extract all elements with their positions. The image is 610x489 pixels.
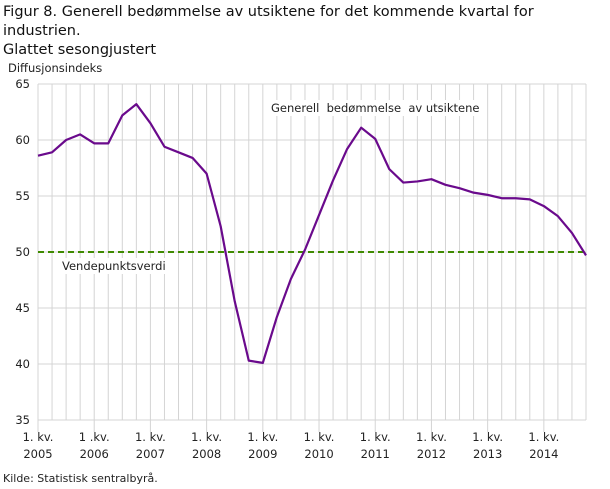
series-line — [37, 103, 587, 364]
x-tick-label: 1. kv. — [472, 430, 503, 444]
x-tick-year: 2008 — [192, 447, 221, 461]
x-tick-label: 1. kv. — [360, 430, 391, 444]
x-tick-year: 2006 — [80, 447, 109, 461]
x-tick-year: 2013 — [473, 447, 502, 461]
series-label-background — [268, 100, 483, 116]
x-tick-label: 1. kv. — [135, 430, 166, 444]
x-tick-year: 2011 — [361, 447, 390, 461]
chart-title-line1: Figur 8. Generell bedømmelse av utsikten… — [3, 4, 534, 39]
x-tick-label: 1. kv. — [247, 430, 278, 444]
x-tick-year: 2009 — [248, 447, 277, 461]
series-points — [37, 104, 587, 363]
x-tick-label: 1. kv. — [191, 430, 222, 444]
x-tick-label: 1. kv. — [304, 430, 335, 444]
x-tick-year: 2014 — [529, 447, 558, 461]
x-tick-label: 1. kv. — [528, 430, 559, 444]
x-tick-year: 2010 — [304, 447, 333, 461]
x-tick-year: 2007 — [136, 447, 165, 461]
x-tick-label: 1. kv. — [23, 430, 54, 444]
y-tick-label: 45 — [15, 301, 30, 315]
chart-title-line2: Glattet sesongjustert — [3, 42, 157, 58]
y-tick-label: 65 — [15, 77, 30, 91]
source-note: Kilde: Statistisk sentralbyrå. — [3, 472, 158, 485]
y-tick-label: 35 — [15, 413, 30, 427]
y-tick-label: 60 — [15, 133, 30, 147]
x-tick-year: 2005 — [23, 447, 52, 461]
reference-line-label: Vendepunktsverdi — [62, 259, 166, 273]
y-tick-label: 50 — [15, 245, 30, 259]
y-tick-label: 40 — [15, 357, 30, 371]
series-label: Generell bedømmelse av utsiktene — [271, 101, 479, 115]
x-tick-label: 1. kv. — [416, 430, 447, 444]
reference-label-background — [59, 258, 169, 274]
y-axis-label: Diffusjonsindeks — [8, 61, 102, 75]
y-tick-label: 55 — [15, 189, 30, 203]
x-tick-year: 2012 — [417, 447, 446, 461]
x-tick-label: 1 .kv. — [79, 430, 110, 444]
chart-title: Figur 8. Generell bedømmelse av utsikten… — [3, 3, 608, 60]
